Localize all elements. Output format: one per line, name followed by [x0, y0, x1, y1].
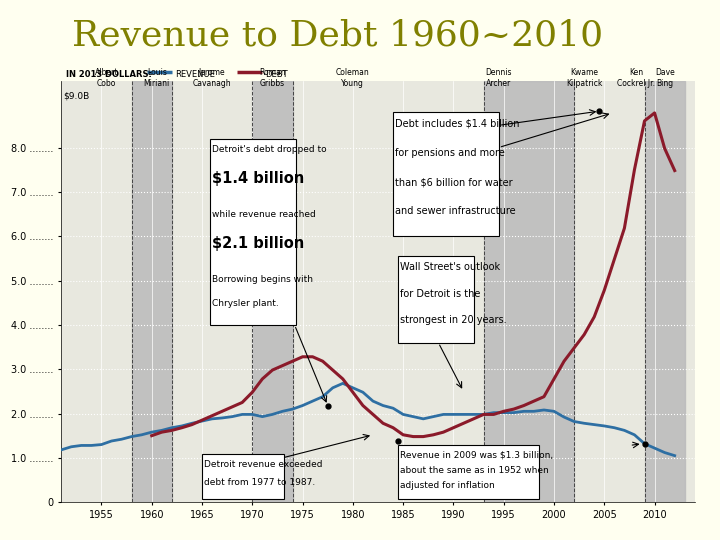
FancyBboxPatch shape [202, 454, 284, 498]
Text: Kwame
Kilpatrick: Kwame Kilpatrick [566, 68, 603, 87]
Text: Revenue to Debt 1960~2010: Revenue to Debt 1960~2010 [72, 18, 603, 52]
Bar [484, 81, 574, 502]
Text: Louis
Miriani: Louis Miriani [143, 68, 170, 87]
Text: Albert
Cobo: Albert Cobo [95, 68, 118, 87]
Text: IN 2013 DOLLARS:: IN 2013 DOLLARS: [66, 70, 152, 79]
FancyBboxPatch shape [398, 446, 539, 498]
Text: Detroit's debt dropped to: Detroit's debt dropped to [212, 145, 326, 153]
Text: Ken
Cockrel Jr.: Ken Cockrel Jr. [618, 68, 655, 87]
Text: Revenue in 2009 was $1.3 billion,: Revenue in 2009 was $1.3 billion, [400, 450, 553, 460]
Bar [644, 81, 685, 502]
Text: for pensions and more: for pensions and more [395, 148, 504, 158]
Text: and sewer infrastructure: and sewer infrastructure [395, 206, 516, 217]
Text: for Detroit is the: for Detroit is the [400, 289, 480, 299]
FancyBboxPatch shape [398, 256, 474, 342]
Text: Chrysler plant.: Chrysler plant. [212, 300, 279, 308]
Text: $9.0B: $9.0B [63, 92, 89, 101]
Text: Detroit revenue exceeded: Detroit revenue exceeded [204, 460, 322, 469]
FancyBboxPatch shape [393, 112, 499, 236]
Text: Debt includes $1.4 billion: Debt includes $1.4 billion [395, 118, 519, 129]
Text: DEBT: DEBT [266, 70, 288, 79]
Text: about the same as in 1952 when: about the same as in 1952 when [400, 466, 549, 475]
FancyBboxPatch shape [210, 139, 295, 325]
Text: Jerome
Cavanagh: Jerome Cavanagh [193, 68, 231, 87]
Text: $1.4 billion: $1.4 billion [212, 171, 304, 186]
Text: than $6 billion for water: than $6 billion for water [395, 177, 512, 187]
Text: Dennis
Archer: Dennis Archer [485, 68, 512, 87]
Text: $2.1 billion: $2.1 billion [212, 236, 304, 251]
Text: Wall Street's outlook: Wall Street's outlook [400, 262, 500, 272]
Text: Roman
Gribbs: Roman Gribbs [259, 68, 286, 87]
Text: Coleman
Young: Coleman Young [336, 68, 370, 87]
Text: adjusted for inflation: adjusted for inflation [400, 481, 495, 490]
Text: strongest in 20 years.: strongest in 20 years. [400, 315, 506, 325]
Text: debt from 1977 to 1987.: debt from 1977 to 1987. [204, 478, 315, 487]
Text: Dave
Bing: Dave Bing [654, 68, 675, 87]
Bar [132, 81, 172, 502]
Text: REVENUE: REVENUE [175, 70, 215, 79]
Text: while revenue reached: while revenue reached [212, 210, 315, 219]
Text: Borrowing begins with: Borrowing begins with [212, 275, 312, 284]
Bar [252, 81, 292, 502]
